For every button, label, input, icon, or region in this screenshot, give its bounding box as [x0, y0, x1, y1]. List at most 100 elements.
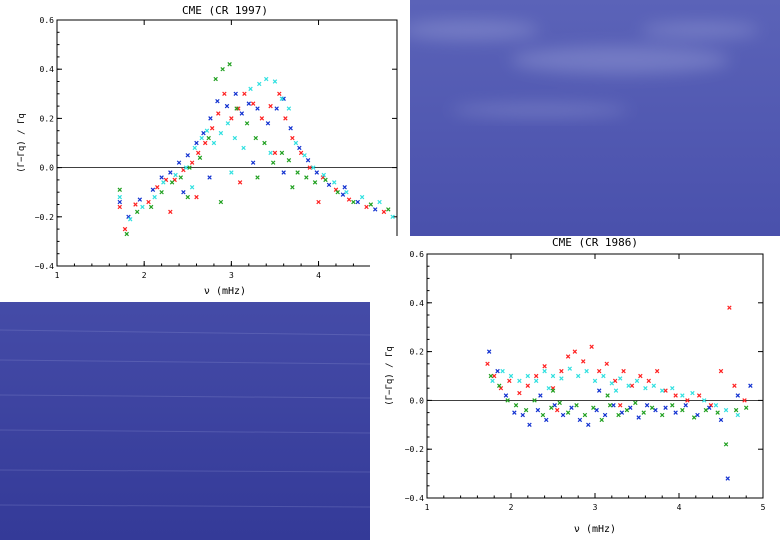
data-point: [535, 407, 541, 413]
data-point: [654, 368, 660, 374]
data-point: [233, 91, 238, 97]
data-point: [265, 121, 271, 126]
scatter-chart-cr1986: CME (CR 1986) ν (mHz) (Γ−Γq) / Γq −0.4 −0…: [385, 236, 766, 535]
data-point: [517, 378, 522, 384]
plot-frame: [426, 253, 764, 499]
data-point: [525, 373, 531, 379]
data-point: [592, 378, 598, 384]
data-point: [584, 368, 589, 374]
data-point: [255, 175, 260, 180]
data-point: [636, 415, 641, 420]
data-point: [364, 204, 369, 210]
data-point: [643, 385, 648, 391]
data-point: [386, 207, 391, 212]
data-point: [542, 364, 547, 369]
data-point: [723, 442, 729, 447]
data-point: [491, 373, 497, 379]
data-point: [641, 410, 646, 415]
x-axis-label: ν (mHz): [204, 286, 246, 297]
data-point: [227, 62, 232, 67]
data-point: [133, 202, 138, 207]
data-point: [355, 199, 360, 205]
data-point: [575, 373, 581, 379]
data-point: [187, 165, 192, 170]
y-tick-label: 0.0: [40, 164, 55, 173]
chart-title: CME (CR 1986): [552, 236, 638, 249]
data-point: [582, 412, 588, 418]
data-point: [213, 76, 218, 82]
data-point: [307, 165, 313, 170]
data-point: [727, 305, 732, 310]
data-point: [311, 165, 316, 170]
data-point: [707, 405, 712, 410]
data-point: [670, 385, 675, 391]
data-point: [599, 417, 604, 423]
y-tick-label: 0.0: [410, 396, 425, 405]
data-point: [185, 153, 190, 158]
data-point: [488, 373, 494, 379]
data-point: [696, 393, 702, 398]
data-point: [146, 199, 151, 205]
data-point: [268, 103, 273, 109]
data-point: [316, 199, 321, 205]
data-point: [742, 398, 747, 403]
data-point: [703, 407, 709, 413]
data-point: [732, 383, 737, 388]
data-point: [196, 150, 201, 156]
data-point: [735, 393, 741, 398]
chart-panel-cr1997: CME (CR 1997) ν (mHz) (Γ−Γq) / Γq −0.4 −0…: [0, 0, 410, 302]
data-point: [272, 79, 278, 84]
data-point: [155, 185, 160, 190]
data-point: [715, 410, 720, 415]
data-point: [723, 407, 729, 413]
data-point: [335, 189, 340, 195]
x-tick-label: 2: [509, 503, 514, 512]
data-point: [209, 126, 215, 131]
data-point: [601, 373, 606, 379]
data-point: [596, 368, 602, 374]
data-point: [663, 405, 668, 410]
data-point: [122, 226, 128, 232]
data-point: [497, 383, 502, 388]
data-point: [486, 349, 492, 354]
x-tick-label: 1: [55, 271, 60, 280]
data-point: [653, 407, 658, 413]
data-point: [346, 197, 352, 202]
data-point: [596, 388, 602, 393]
data-point: [215, 98, 220, 104]
data-point: [242, 91, 247, 97]
data-point: [701, 398, 707, 403]
scatter-chart-cr1997: CME (CR 1997) ν (mHz) (Γ−Γq) / Γq −0.4 −0…: [17, 4, 398, 297]
data-point: [690, 390, 695, 396]
data-point: [567, 366, 573, 371]
data-point: [577, 417, 583, 423]
chart-panel-cr1986: CME (CR 1986) ν (mHz) (Γ−Γq) / Γq −0.4 −0…: [370, 236, 780, 540]
data-point: [159, 189, 164, 195]
data-point: [628, 405, 633, 410]
data-point: [572, 349, 578, 354]
data-point: [673, 410, 678, 415]
x-tick-label: 5: [761, 503, 766, 512]
data-point: [629, 383, 635, 388]
data-point: [607, 403, 613, 408]
data-point: [594, 407, 599, 413]
data-point: [277, 91, 282, 97]
x-tick-label: 3: [593, 503, 598, 512]
data-point: [609, 381, 615, 386]
data-point: [617, 403, 623, 408]
data-point: [246, 101, 252, 106]
data-point: [189, 160, 195, 165]
data-point: [192, 145, 197, 151]
data-point: [137, 197, 143, 202]
data-point: [134, 209, 140, 215]
data-point: [168, 170, 173, 175]
data-point: [197, 155, 203, 160]
data-point: [262, 140, 267, 146]
data-point: [733, 407, 739, 413]
data-point: [253, 135, 258, 141]
data-point: [605, 393, 610, 398]
data-point: [621, 368, 626, 374]
data-point: [554, 407, 560, 413]
data-point: [507, 378, 512, 384]
data-point: [589, 344, 594, 349]
